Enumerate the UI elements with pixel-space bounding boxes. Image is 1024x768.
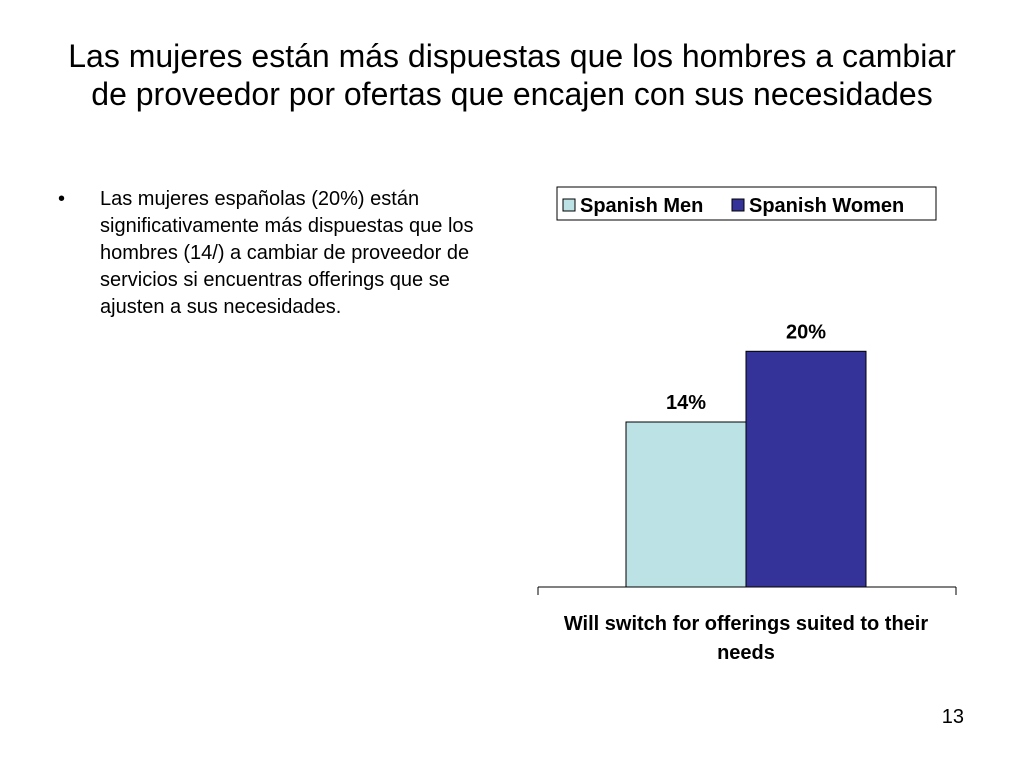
chart-legend: Spanish Men Spanish Women: [556, 186, 937, 221]
data-label-spanish-women: 20%: [786, 321, 826, 343]
page-number: 13: [941, 706, 964, 728]
slide-title: Las mujeres están más dispuestas que los…: [68, 38, 956, 112]
legend-label-women: Spanish Women: [749, 195, 904, 217]
x-axis: Will switch for offerings suited to thei…: [537, 586, 957, 664]
bullet-text: Las mujeres españolas (20%) están signif…: [100, 188, 474, 318]
bars-layer: 14% 20%: [625, 321, 867, 588]
x-category-label-line-2: needs: [717, 642, 775, 664]
bullet-marker: •: [58, 188, 66, 210]
x-category-label-line-1: Will switch for offerings suited to thei…: [564, 613, 928, 635]
bar-spanish-men: [625, 421, 747, 588]
legend-swatch-men: [562, 198, 576, 212]
legend-box: [556, 186, 937, 221]
data-label-spanish-men: 14%: [666, 392, 706, 414]
bullet-list: • Las mujeres españolas (20%) están sign…: [58, 186, 498, 321]
bar-chart: Spanish Men Spanish Women 14% 20% Will sw…: [537, 186, 957, 664]
legend-swatch-women: [731, 198, 745, 212]
bullet-item: • Las mujeres españolas (20%) están sign…: [58, 186, 498, 321]
legend-label-men: Spanish Men: [580, 195, 703, 217]
bar-spanish-women: [745, 350, 867, 588]
